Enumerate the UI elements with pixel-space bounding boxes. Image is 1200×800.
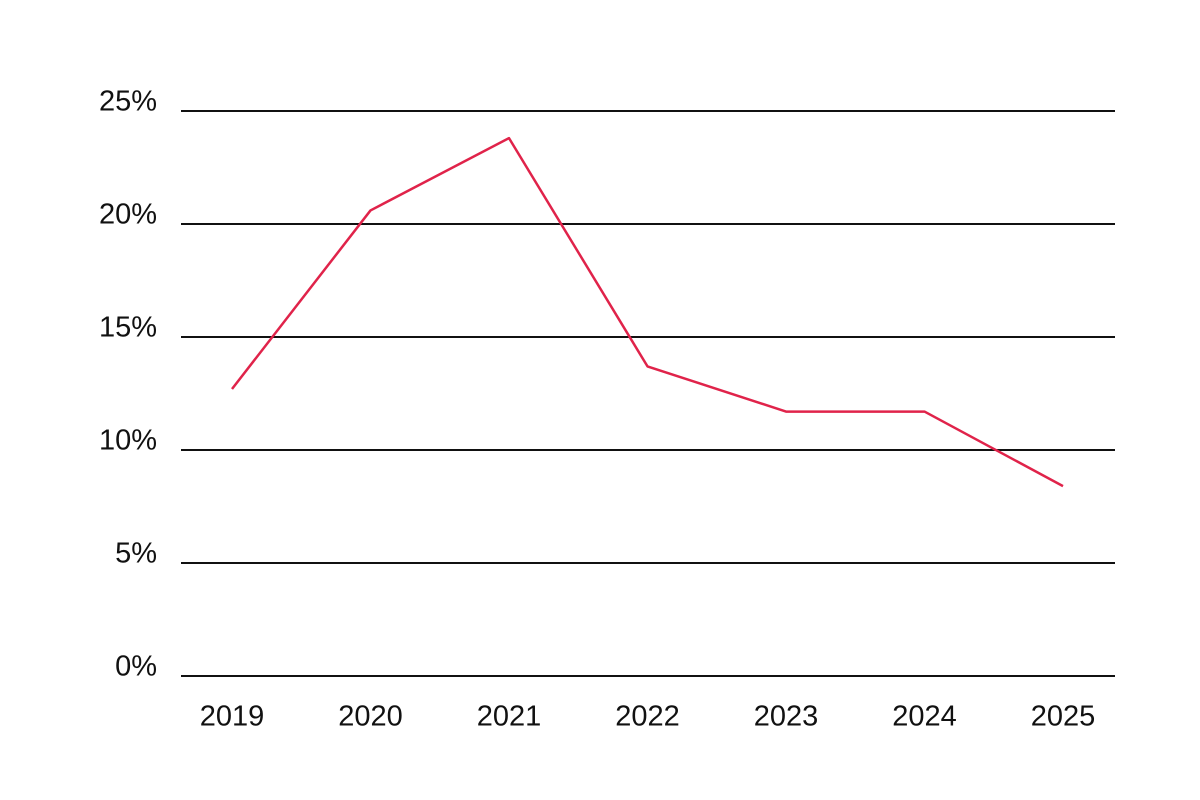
x-tick-label: 2019	[200, 701, 265, 733]
y-tick-label: 25%	[99, 86, 157, 118]
y-tick-label: 10%	[99, 425, 157, 457]
y-tick-label: 15%	[99, 312, 157, 344]
x-tick-label: 2023	[754, 701, 819, 733]
y-tick-label: 0%	[115, 651, 157, 683]
x-tick-label: 2021	[477, 701, 542, 733]
x-tick-label: 2020	[338, 701, 403, 733]
y-tick-label: 5%	[115, 538, 157, 570]
x-tick-label: 2025	[1031, 701, 1096, 733]
x-tick-label: 2022	[615, 701, 680, 733]
y-tick-label: 20%	[99, 199, 157, 231]
data-line	[231, 136, 1064, 488]
x-tick-label: 2024	[892, 701, 957, 733]
